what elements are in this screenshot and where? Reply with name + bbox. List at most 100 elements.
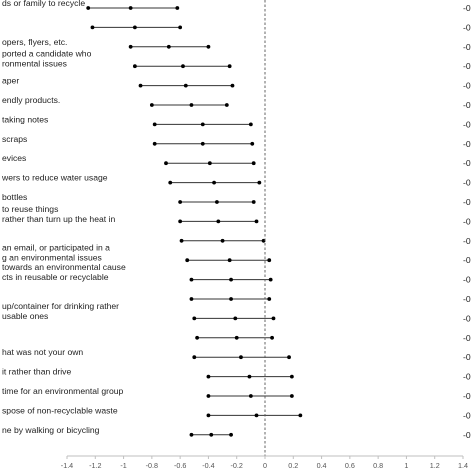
interval-estimate-point [200,122,205,127]
right-value-label: -0 [463,178,471,188]
right-value-label: -0 [463,158,471,168]
x-tick-label: 0.4 [317,461,327,470]
x-tick-label: -0.4 [202,461,214,470]
right-value-label: -0 [463,22,471,32]
category-label: hat was not your own [2,347,83,357]
interval-high-point [230,83,235,88]
category-label: ported a candidate who [2,49,92,59]
interval-low-point [195,335,200,340]
interval-low-point [192,316,197,321]
interval-low-point [189,432,194,437]
interval-high-point [248,122,253,127]
right-value-label: -0 [463,275,471,285]
right-value-label: -0 [463,139,471,149]
interval-estimate-point [200,141,205,146]
interval-low-point [178,200,183,204]
interval-high-point [267,297,272,301]
interval-series [86,6,303,437]
interval-low-point [206,374,211,379]
interval-estimate-point [132,25,137,30]
interval-low-point [206,394,211,398]
interval-estimate-point [239,355,243,360]
interval-estimate-point [233,316,238,321]
category-label: endly products. [2,95,60,105]
category-label: an email, or participated in a [2,243,110,253]
interval-estimate-point [229,297,233,301]
x-tick-label: -1 [120,461,126,470]
category-label: opers, flyers, etc. [2,37,67,47]
right-value-labels: -0 -0 -0 -0 -0 -0 -0 -0 -0 -0 -0 -0 -0 -0 -0 -0 -0 -0 -0 -0… [463,3,471,440]
interval-estimate-point [183,83,188,88]
x-tick-label: -0.8 [146,461,158,470]
right-value-label: -0 [463,255,471,265]
right-value-label: -0 [463,333,471,343]
interval-high-point [270,335,274,340]
x-tick-label: 1 [404,461,408,470]
right-value-label: -0 [463,294,471,304]
category-labels: ds or family to recycle opers, flyers, et… [1,0,126,435]
interval-low-point [90,25,95,30]
interval-low-point [178,219,183,224]
interval-estimate-point [229,277,233,282]
interval-high-point [289,374,294,379]
interval-estimate-point [248,394,253,398]
interval-low-point [179,238,184,243]
interval-high-point [229,432,233,437]
interval-low-point [192,355,197,360]
interval-low-point [86,6,91,10]
category-label: g an environmental issues [2,253,102,263]
interval-high-point [287,355,291,360]
interval-estimate-point [207,161,212,166]
category-label: aper [2,76,19,86]
interval-estimate-point [247,374,252,379]
interval-estimate-point [227,258,232,263]
interval-low-point [128,44,133,49]
interval-estimate-point [189,103,194,107]
x-tick-label: 0.2 [288,461,298,470]
interval-high-point [261,238,266,243]
interval-estimate-point [128,6,133,10]
category-label: time for an environmental group [2,386,124,396]
interval-low-point [132,64,137,69]
x-tick-label: 0 [263,461,267,470]
interval-low-point [168,180,173,185]
interval-estimate-point [254,413,259,418]
interval-high-point [271,316,276,321]
category-label: wers to reduce water usage [1,173,108,183]
interval-high-point [268,277,273,282]
x-tick-label: -1.4 [61,461,73,470]
right-value-label: -0 [463,372,471,382]
interval-low-point [189,277,194,282]
interval-low-point [189,297,194,301]
interval-estimate-point [209,432,214,437]
interval-low-point [164,161,168,166]
right-value-label: -0 [463,236,471,246]
x-tick-label: 1.2 [430,461,440,470]
right-value-label: -0 [463,216,471,226]
category-label: ne by walking or bicycling [2,425,100,435]
interval-high-point [206,44,211,49]
interval-high-point [178,25,183,30]
right-value-label: -0 [463,410,471,420]
x-tick-label: 0.6 [345,461,355,470]
category-label: spose of non-recyclable waste [2,405,118,415]
interval-high-point [254,219,259,224]
interval-high-point [227,64,232,69]
interval-low-point [152,141,157,146]
right-value-label: -0 [463,100,471,110]
category-label: scraps [2,134,27,144]
right-value-label: -0 [463,313,471,323]
interval-high-point [224,103,229,107]
x-axis-ticks: -1.4 -1.2 -1 -0.8 -0.6 -0.4 -0.2 0 0.2 0.4 0.6 0.8 1… [61,456,468,470]
category-label: evices [2,153,26,163]
interval-estimate-point [216,219,221,224]
interval-high-point [250,141,255,146]
interval-high-point [251,161,256,166]
x-tick-label: -0.6 [174,461,186,470]
right-value-label: -0 [463,430,471,440]
interval-estimate-point [234,335,239,340]
interval-high-point [267,258,272,263]
x-tick-label: -0.2 [231,461,243,470]
interval-estimate-point [220,238,225,243]
